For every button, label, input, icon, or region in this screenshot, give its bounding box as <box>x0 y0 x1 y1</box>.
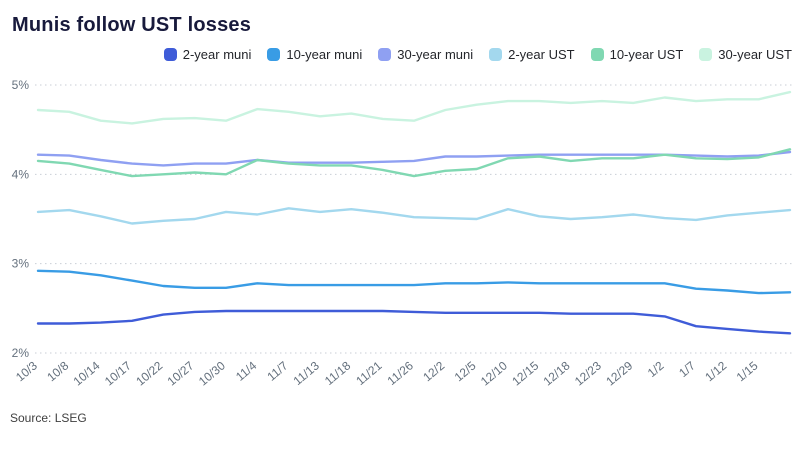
legend-label: 10-year UST <box>609 46 684 62</box>
legend-label: 2-year muni <box>182 46 252 62</box>
x-tick-label: 11/26 <box>385 358 417 388</box>
x-tick-label: 12/15 <box>509 358 541 388</box>
legend-swatch-2-year-ust <box>489 47 503 61</box>
x-tick-label: 1/12 <box>702 358 729 384</box>
x-tick-label: 10/30 <box>196 358 228 388</box>
line-chart: 2% 3% 4% 5% 10/3 10/8 10/14 10/17 10/22 10/27 10/3… <box>0 67 800 405</box>
x-tick-label: 12/29 <box>603 358 635 388</box>
y-tick-label: 5% <box>12 78 30 92</box>
legend-item-10-year-muni: 10-year muni <box>267 47 362 62</box>
x-tick-label: 12/18 <box>541 358 573 388</box>
x-tick-label: 1/15 <box>734 358 761 384</box>
x-tick-label: 11/7 <box>264 358 290 383</box>
x-tick-label: 12/5 <box>452 358 479 384</box>
legend-item-10-year-ust: 10-year UST <box>590 46 684 62</box>
legend-label: 2-year UST <box>508 46 575 62</box>
legend-label: 10-year muni <box>286 46 363 62</box>
legend-swatch-2-year-muni <box>163 47 177 61</box>
legend-item-2-year-ust: 2-year UST <box>489 46 575 62</box>
x-tick-label: 10/14 <box>71 358 103 388</box>
legend-swatch-30-year-muni <box>378 47 392 61</box>
x-tick-label: 12/23 <box>572 358 604 388</box>
legend-item-30-year-ust: 30-year UST <box>699 47 792 62</box>
x-tick-label: 10/17 <box>102 358 134 388</box>
x-tick-label: 10/3 <box>13 358 40 384</box>
chart-title: Munis follow UST losses <box>12 14 252 36</box>
source-note: Source: LSEG <box>10 411 87 425</box>
legend-swatch-10-year-muni <box>267 47 281 61</box>
chart-canvas: 2% 3% 4% 5% 10/3 10/8 10/14 10/17 10/22 10/27 10/3… <box>12 78 792 389</box>
x-tick-label: 11/21 <box>353 358 385 388</box>
line-30-year-ust <box>36 90 792 125</box>
legend-label: 30-year muni <box>397 46 474 62</box>
line-10-year-ust <box>36 148 792 178</box>
x-tick-label: 10/27 <box>165 358 197 388</box>
x-tick-label: 11/18 <box>322 358 354 388</box>
chart-card: Munis follow UST losses 2-year muni 10-ye… <box>0 14 800 464</box>
x-tick-label: 12/2 <box>420 358 447 384</box>
x-tick-label: 12/10 <box>478 358 510 388</box>
legend: 2-year muni 10-year muni 30-year muni 2-yea… <box>0 43 800 65</box>
legend-item-2-year-muni: 2-year muni <box>163 46 252 62</box>
x-tick-label: 10/22 <box>133 358 165 388</box>
x-tick-label: 1/2 <box>645 358 667 380</box>
legend-swatch-30-year-ust <box>699 47 713 61</box>
legend-swatch-10-year-ust <box>590 47 604 61</box>
y-tick-label: 3% <box>12 257 30 271</box>
x-tick-label: 1/7 <box>676 358 698 380</box>
line-10-year-muni <box>36 269 792 295</box>
x-tick-label: 11/4 <box>233 358 259 383</box>
y-tick-label: 4% <box>12 167 30 181</box>
legend-item-30-year-muni: 30-year muni <box>378 47 473 62</box>
line-2-year-ust <box>36 207 792 225</box>
line-30-year-muni <box>36 150 792 167</box>
line-2-year-muni <box>36 309 792 335</box>
x-tick-label: 11/13 <box>291 358 323 388</box>
y-tick-label: 2% <box>12 346 30 360</box>
x-tick-label: 10/8 <box>44 358 71 384</box>
legend-label: 30-year UST <box>718 46 792 62</box>
